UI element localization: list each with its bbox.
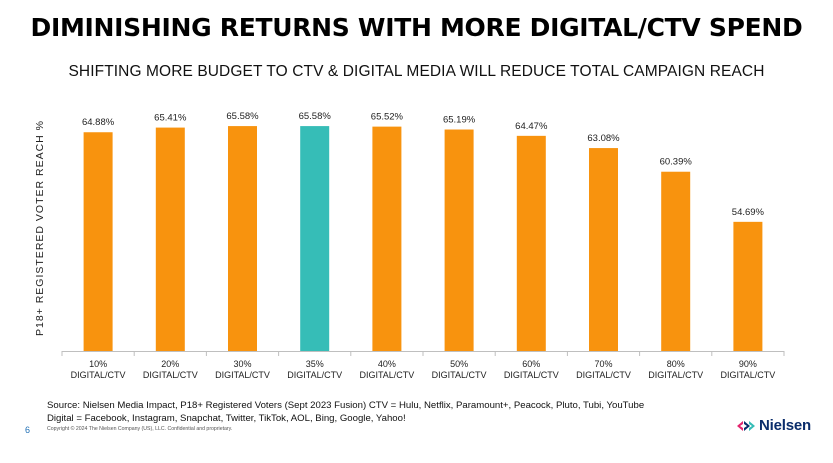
x-tick-label: DIGITAL/CTV bbox=[648, 370, 703, 380]
x-tick-label: DIGITAL/CTV bbox=[720, 370, 775, 380]
data-label: 54.69% bbox=[732, 207, 765, 218]
x-tick-label: 70% bbox=[594, 359, 612, 369]
slide-subtitle: SHIFTING MORE BUDGET TO CTV & DIGITAL ME… bbox=[68, 63, 765, 80]
x-tick-label: DIGITAL/CTV bbox=[71, 370, 126, 380]
x-tick-label: 35% bbox=[306, 359, 324, 369]
bar bbox=[661, 171, 691, 351]
data-label: 65.58% bbox=[299, 111, 332, 122]
data-label: 65.19% bbox=[443, 115, 476, 126]
bar bbox=[733, 221, 763, 351]
nielsen-mark-icon bbox=[737, 420, 755, 431]
data-label: 65.58% bbox=[226, 111, 259, 122]
bar bbox=[444, 129, 474, 351]
x-tick-label: DIGITAL/CTV bbox=[143, 370, 198, 380]
bar bbox=[155, 127, 185, 351]
data-label: 64.88% bbox=[82, 117, 115, 128]
y-axis-title: P18+ REGISTERED VOTER REACH % bbox=[34, 119, 46, 337]
data-label: 64.47% bbox=[515, 121, 548, 132]
x-tick-label: DIGITAL/CTV bbox=[576, 370, 631, 380]
copyright-text: Copyright © 2024 The Nielsen Company (US… bbox=[47, 426, 233, 432]
x-tick-label: 40% bbox=[378, 359, 396, 369]
source-line-1: Source: Nielsen Media Impact, P18+ Regis… bbox=[47, 400, 645, 411]
x-tick-label: 50% bbox=[450, 359, 468, 369]
data-label: 63.08% bbox=[587, 133, 620, 144]
x-tick-label: 10% bbox=[89, 359, 107, 369]
bar bbox=[516, 135, 546, 351]
x-tick-label: DIGITAL/CTV bbox=[359, 370, 414, 380]
x-tick-label: DIGITAL/CTV bbox=[215, 370, 270, 380]
data-label: 65.52% bbox=[371, 112, 404, 123]
x-tick-label: DIGITAL/CTV bbox=[432, 370, 487, 380]
bar bbox=[589, 148, 618, 351]
x-tick-label: DIGITAL/CTV bbox=[287, 370, 342, 380]
bar bbox=[300, 126, 330, 352]
brand-name: Nielsen bbox=[759, 417, 811, 434]
bar bbox=[83, 132, 113, 351]
nielsen-logo: Nielsen bbox=[737, 417, 811, 434]
page-number: 6 bbox=[25, 425, 31, 435]
data-label: 60.39% bbox=[660, 157, 693, 168]
data-label: 65.41% bbox=[154, 113, 187, 124]
x-tick-label: 30% bbox=[233, 359, 251, 369]
x-tick-label: 80% bbox=[667, 359, 685, 369]
source-line-2: Digital = Facebook, Instagram, Snapchat,… bbox=[47, 413, 406, 424]
slide-title: DIMINISHING RETURNS WITH MORE DIGITAL/CT… bbox=[30, 13, 803, 42]
x-tick-label: 60% bbox=[522, 359, 540, 369]
bar bbox=[372, 126, 402, 351]
bar bbox=[228, 126, 257, 352]
x-tick-label: 20% bbox=[161, 359, 179, 369]
source-note: Source: Nielsen Media Impact, P18+ Regis… bbox=[47, 399, 644, 425]
x-tick-label: DIGITAL/CTV bbox=[504, 370, 559, 380]
x-tick-label: 90% bbox=[739, 359, 757, 369]
